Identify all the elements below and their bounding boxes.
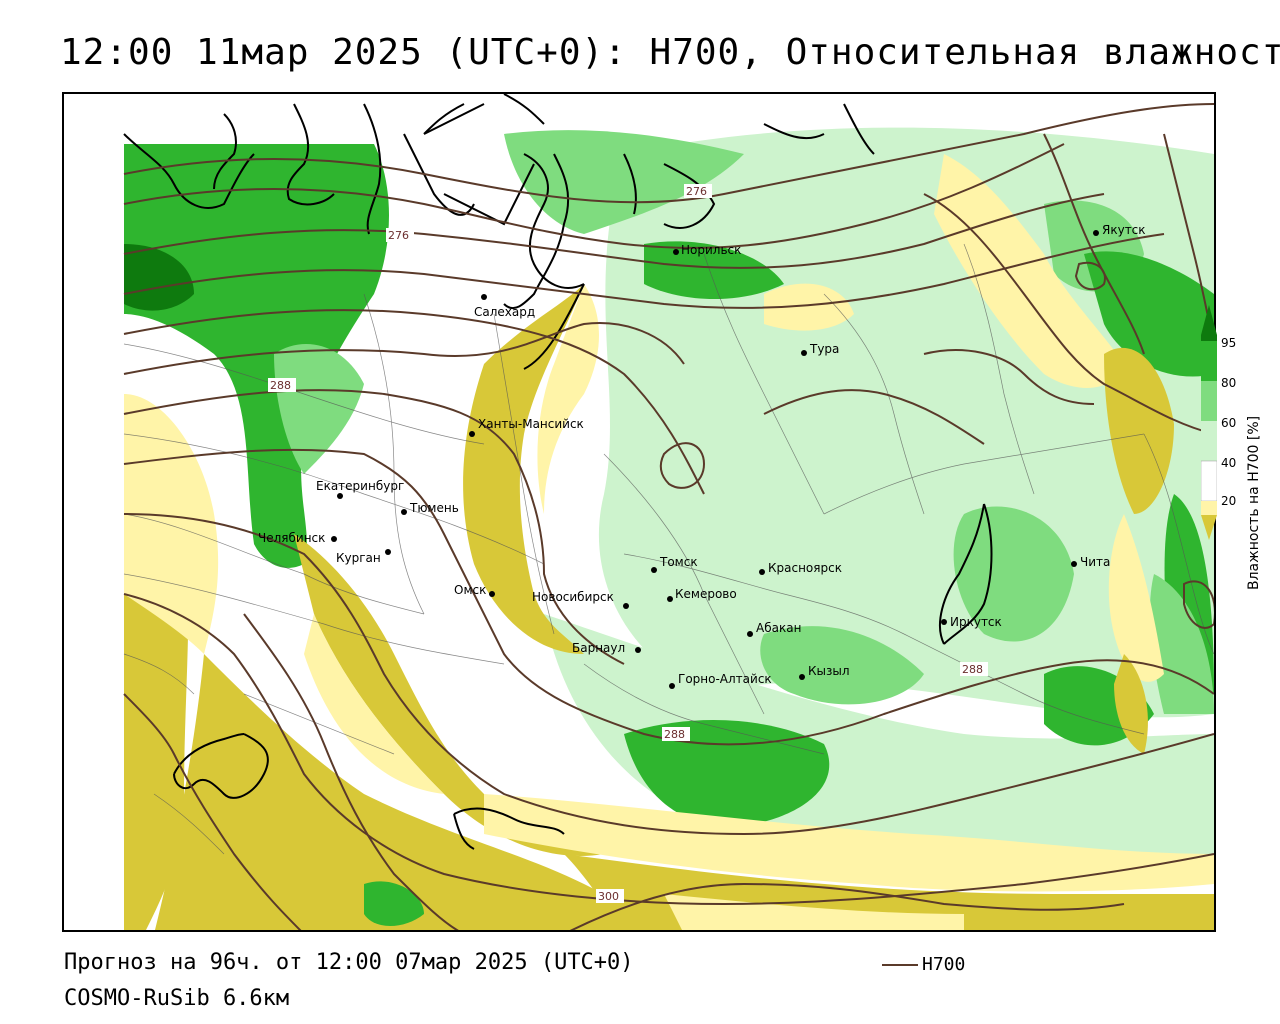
city-gorno-altaysk: Горно-Алтайск: [678, 672, 772, 686]
line-swatch: [882, 963, 918, 966]
forecast-info: Прогноз на 96ч. от 12:00 07мар 2025 (UTC…: [64, 950, 634, 975]
contour-label: 288: [664, 728, 685, 741]
city-kyzyl: Кызыл: [808, 664, 850, 678]
city-chelyabinsk: Челябинск: [258, 531, 325, 545]
legend-tick: 60: [1221, 416, 1237, 430]
city-tomsk: Томск: [659, 555, 698, 569]
contour-label: 300: [598, 890, 619, 903]
h700-contours: [123, 103, 1214, 930]
contour-label: 288: [962, 663, 983, 676]
map-area[interactable]: 276 276 288 288 288 300 Якутск Норильск …: [62, 92, 1216, 932]
city-kurgan: Курган: [336, 551, 381, 565]
city-tyumen: Тюмень: [409, 501, 459, 515]
city-tura: Тура: [809, 342, 839, 356]
city-khanty-mansiysk: Ханты-Мансийск: [478, 417, 584, 431]
map-title: 12:00 11мар 2025 (UTC+0): H700, Относите…: [60, 32, 1280, 73]
legend-tick: 20: [1221, 494, 1237, 508]
city-abakan: Абакан: [756, 621, 801, 635]
city-kemerovo: Кемерово: [675, 587, 737, 601]
map-canvas: 276 276 288 288 288 300 Якутск Норильск …: [123, 94, 1214, 930]
city-norilsk: Норильск: [681, 243, 741, 257]
contour-label: 276: [388, 229, 409, 242]
city-irkutsk: Иркутск: [950, 615, 1002, 629]
city-yakutsk: Якутск: [1102, 223, 1146, 237]
legend-title: Влажность на H700 [%]: [1246, 415, 1262, 590]
city-barnaul: Барнаул: [572, 641, 625, 655]
legend-tick: 40: [1221, 456, 1237, 470]
region-borders: [123, 243, 1214, 855]
contour-label: 288: [270, 379, 291, 392]
city-novosibirsk: Новосибирск: [532, 590, 614, 604]
city-salekhard: Салехард: [474, 305, 535, 319]
city-markers: Якутск Норильск Салехард Тура Ханты-Манс…: [258, 223, 1146, 689]
city-krasnoyarsk: Красноярск: [768, 561, 842, 575]
legend-tick: 80: [1221, 376, 1237, 390]
city-omsk: Омск: [454, 583, 486, 597]
line-legend-label: H700: [922, 954, 966, 975]
contour-label: 276: [686, 185, 707, 198]
legend-tick: 95: [1221, 336, 1237, 350]
h700-line-legend: H700: [882, 954, 965, 975]
contour-labels: 276 276 288 288 288 300: [268, 184, 988, 903]
humidity-legend-bar: [1201, 305, 1217, 540]
city-ekaterinburg: Екатеринбург: [316, 479, 404, 493]
model-info: COSMO-RuSib 6.6км: [64, 986, 290, 1011]
city-chita: Чита: [1080, 555, 1110, 569]
